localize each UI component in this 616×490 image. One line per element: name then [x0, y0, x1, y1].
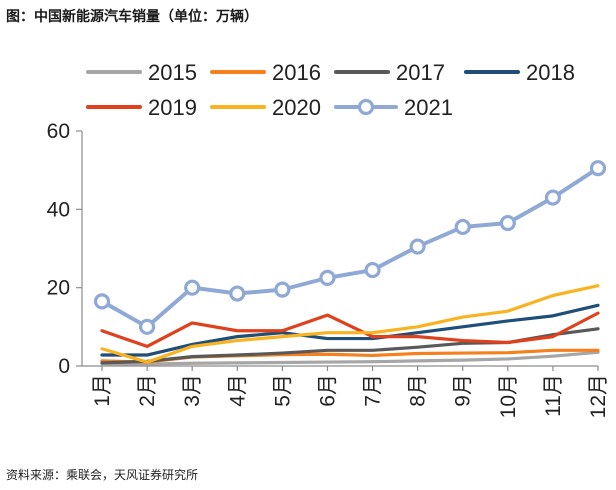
data-point — [184, 279, 201, 296]
y-tick-label: 40 — [47, 198, 70, 221]
y-tick-label: 60 — [47, 120, 70, 143]
x-tick-label: 11月 — [542, 374, 565, 417]
line-chart: 2015 2016 2017 2018 2019 2020 2021 0 20 40 60 1月 2月… — [47, 60, 610, 418]
legend-item-2015: 2015 — [86, 60, 197, 85]
data-point — [93, 293, 111, 310]
series-line-2018 — [100, 303, 600, 357]
legend-label: 2015 — [148, 60, 197, 85]
x-tick-label: 1月 — [91, 374, 114, 407]
chart-axes: 0 20 40 60 1月 2月 3月 4月 5月 6月 7月 8月 9月 10月 11月 12月 — [47, 120, 610, 418]
data-point — [229, 285, 246, 302]
x-tick-label: 2月 — [136, 374, 159, 407]
legend-label: 2017 — [396, 60, 445, 85]
chart-title: 图：中国新能源汽车销量（单位：万辆） — [6, 9, 258, 25]
series-line-2021 — [100, 166, 600, 329]
series-2018 — [100, 303, 600, 357]
data-point — [274, 281, 291, 298]
x-tick-label: 10月 — [497, 374, 520, 418]
legend-label: 2021 — [404, 95, 453, 120]
data-point — [319, 269, 336, 286]
series-2021 — [93, 160, 607, 335]
x-tick-label: 4月 — [226, 374, 249, 407]
x-tick-label: 12月 — [587, 374, 610, 418]
x-tick-label: 3月 — [181, 374, 204, 407]
series-line-2019 — [100, 311, 600, 349]
x-tick-label: 8月 — [407, 374, 430, 407]
legend-item-2020: 2020 — [210, 95, 321, 120]
legend-marker — [357, 98, 375, 116]
legend-item-2021: 2021 — [334, 95, 453, 120]
legend-label: 2019 — [148, 95, 197, 120]
chart-legend: 2015 2016 2017 2018 2019 2020 2021 — [86, 60, 575, 120]
legend-item-2017: 2017 — [334, 60, 445, 85]
data-point — [454, 218, 471, 236]
data-point — [138, 318, 156, 335]
series-2015 — [100, 350, 600, 366]
data-point — [364, 261, 381, 279]
series-2020 — [100, 284, 600, 364]
legend-item-2016: 2016 — [210, 60, 321, 85]
x-tick-label: 9月 — [452, 374, 475, 407]
source-note: 资料来源：乘联会，天风证券研究所 — [6, 468, 199, 482]
y-tick-label: 0 — [58, 355, 70, 378]
chart-series — [93, 160, 607, 366]
data-point — [589, 160, 607, 177]
x-tick-label: 7月 — [362, 374, 385, 407]
series-2019 — [100, 311, 600, 349]
series-line-2020 — [100, 284, 600, 364]
legend-item-2019: 2019 — [86, 95, 197, 120]
legend-label: 2020 — [272, 95, 321, 120]
x-tick-label: 5月 — [271, 374, 294, 407]
x-tick-label: 6月 — [316, 374, 339, 407]
data-point — [544, 189, 562, 206]
series-line-2015 — [100, 350, 600, 366]
y-tick-label: 20 — [47, 277, 70, 300]
legend-item-2018: 2018 — [464, 60, 575, 85]
data-point — [409, 238, 426, 255]
legend-label: 2018 — [526, 60, 575, 85]
data-point — [499, 214, 516, 232]
legend-label: 2016 — [272, 60, 321, 85]
